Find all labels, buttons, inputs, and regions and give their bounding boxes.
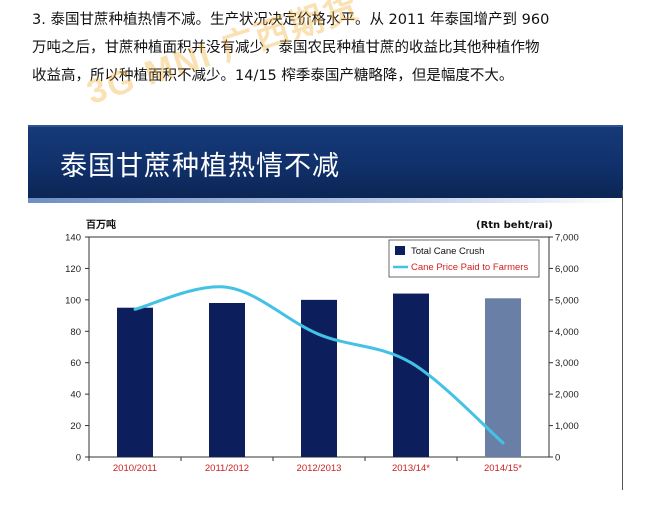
left-tick-label: 40 [70,390,81,401]
left-tick-label: 60 [70,358,81,369]
intro-line-1: 3. 泰国甘蔗种植热情不减。生产状况决定价格水平。从 2011 年泰国增产到 9… [32,12,550,28]
right-tick-label: 1,000 [555,421,579,432]
x-tick-label: 2010/2011 [113,463,157,474]
left-tick-label: 20 [70,421,81,432]
intro-line-3: 收益高，所以种植面积不减少。14/15 榨季泰国产糖略降，但是幅度不大。 [32,68,514,84]
x-tick-label: 2013/14* [392,463,430,474]
right-axis-title: (Rtn beht/rai) [476,220,553,231]
line-cane-price [133,285,505,445]
right-tick-label: 4,000 [555,327,579,338]
slide-banner: 泰国甘蔗种植热情不减 [28,125,623,200]
bar-total-cane-crush [301,299,337,457]
intro-line-2: 万吨之后，甘蔗种植面积并没有减少，泰国农民种植甘蔗的收益比其他种植作物 [32,40,540,56]
slide-right-edge [622,190,623,490]
legend-swatch-bar [395,246,405,255]
left-tick-label: 140 [65,233,81,244]
legend-box [388,239,540,278]
right-tick-label: 3,000 [555,358,579,369]
left-tick-label: 80 [70,327,81,338]
left-tick-label: 100 [65,295,81,306]
x-tick-label: 2014/15* [484,463,522,474]
x-tick-label: 2012/2013 [297,463,342,474]
banner-divider [28,198,623,203]
right-tick-label: 0 [555,453,560,464]
legend-label-line: Cane Price Paid to Farmers [411,262,528,273]
right-tick-label: 2,000 [555,390,579,401]
x-tick-label: 2011/2012 [205,463,249,474]
left-tick-label: 0 [76,453,81,464]
left-tick-label: 120 [65,264,81,275]
intro-paragraph: 3. 泰国甘蔗种植热情不减。生产状况决定价格水平。从 2011 年泰国增产到 9… [32,6,632,90]
bar-total-cane-crush [485,298,521,457]
bar-total-cane-crush [209,303,245,457]
slide-title: 泰国甘蔗种植热情不减 [60,151,340,182]
left-axis-title: 百万吨 [86,218,116,231]
right-tick-label: 5,000 [555,295,579,306]
right-tick-label: 6,000 [555,264,579,275]
legend-label-bar: Total Cane Crush [411,246,484,257]
right-tick-label: 7,000 [555,233,579,244]
bar-total-cane-crush [117,307,153,457]
bar-total-cane-crush [393,293,429,457]
